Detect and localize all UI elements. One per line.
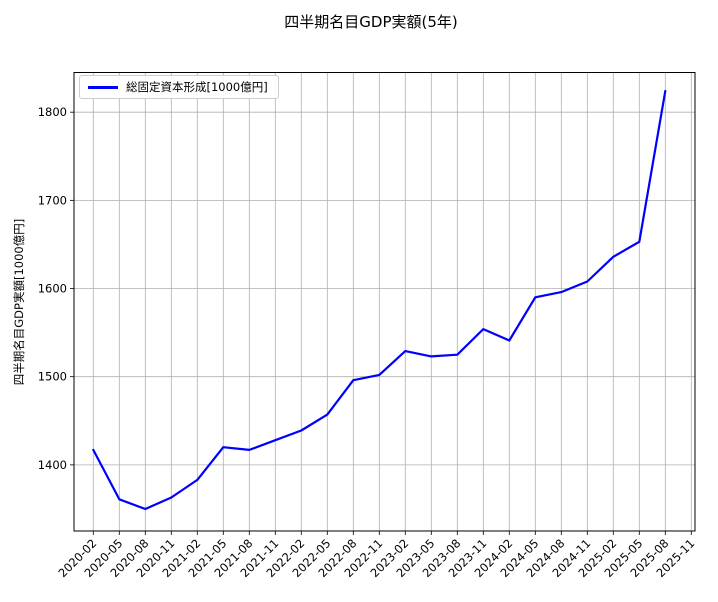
y-tick-label: 1800	[38, 105, 67, 119]
y-tick-label: 1600	[38, 282, 67, 296]
y-axis-label: 四半期名目GDP実額[1000億円]	[12, 218, 26, 386]
y-tick-label: 1700	[38, 193, 67, 207]
y-tick-label: 1400	[38, 458, 67, 472]
y-tick-label: 1500	[38, 370, 67, 384]
legend: 総固定資本形成[1000億円]	[79, 75, 279, 99]
legend-line-sample	[88, 85, 118, 89]
data-line	[92, 89, 667, 511]
chart-title: 四半期名目GDP実額(5年)	[284, 13, 458, 31]
legend-label: 総固定資本形成[1000億円]	[126, 80, 268, 94]
plot-border	[73, 72, 696, 532]
